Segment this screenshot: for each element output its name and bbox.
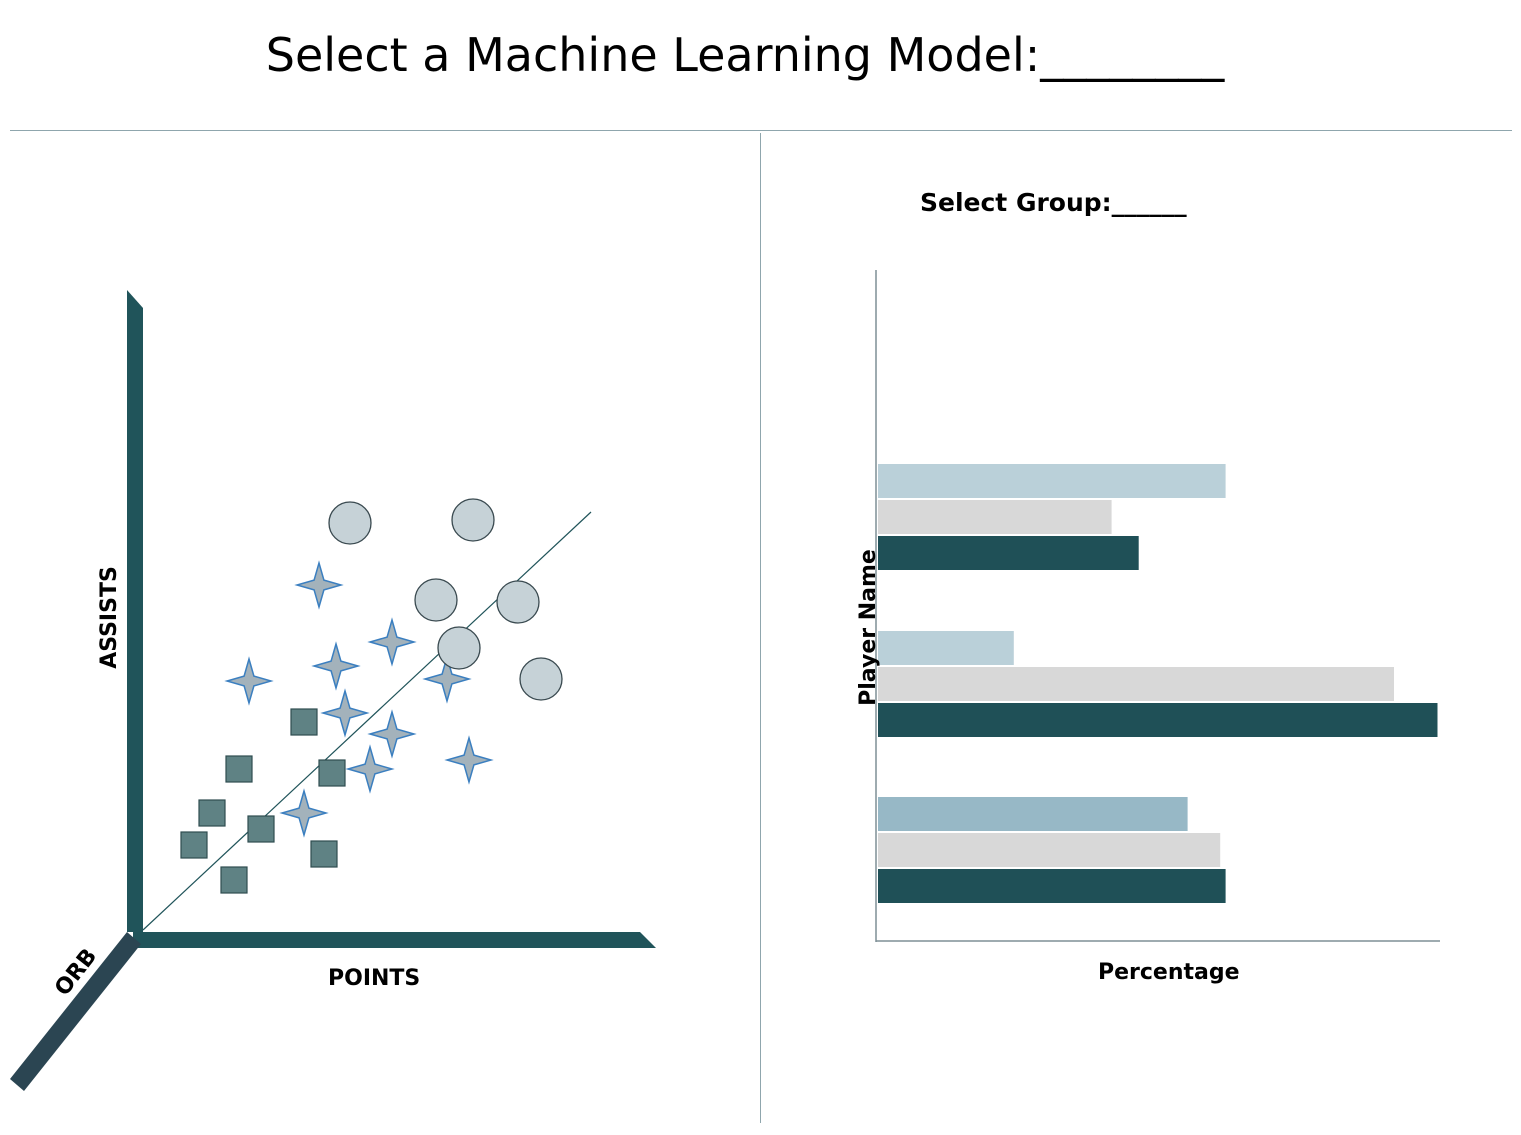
x-axis bbox=[133, 932, 656, 948]
star-point bbox=[367, 617, 417, 667]
circle-point bbox=[519, 657, 563, 701]
group-select-label[interactable]: Select Group:______ bbox=[920, 188, 1187, 217]
panel-divider bbox=[760, 133, 761, 1123]
star-point bbox=[279, 788, 329, 838]
star-point bbox=[311, 641, 361, 691]
square-point bbox=[180, 831, 208, 859]
bar-x-axis-label: Percentage bbox=[1098, 960, 1240, 985]
square-point bbox=[310, 840, 338, 868]
bar bbox=[878, 869, 1226, 903]
bar-y-axis-label: Player Name bbox=[855, 549, 881, 706]
square-point bbox=[225, 755, 253, 783]
circle-point bbox=[437, 626, 481, 670]
bar bbox=[878, 703, 1438, 737]
circle-point bbox=[451, 498, 495, 542]
star-point bbox=[422, 654, 472, 704]
bar bbox=[878, 464, 1226, 498]
bar bbox=[878, 797, 1188, 831]
star-point bbox=[345, 744, 395, 794]
bar bbox=[878, 631, 1014, 665]
star-point bbox=[294, 560, 344, 610]
bar bbox=[878, 833, 1221, 867]
x-axis-label: POINTS bbox=[328, 966, 421, 991]
square-point bbox=[198, 799, 226, 827]
square-point bbox=[220, 866, 248, 894]
circle-point bbox=[414, 578, 458, 622]
page-title: Select a Machine Learning Model:________ bbox=[265, 28, 1225, 82]
y-axis bbox=[127, 290, 143, 932]
title-divider bbox=[10, 130, 1512, 131]
star-point bbox=[367, 709, 417, 759]
star-point bbox=[320, 688, 370, 738]
circle-point bbox=[496, 580, 540, 624]
square-point bbox=[290, 708, 318, 736]
bar bbox=[878, 500, 1112, 534]
bar bbox=[878, 536, 1139, 570]
square-point bbox=[318, 759, 346, 787]
bar bbox=[878, 667, 1394, 701]
star-point bbox=[224, 656, 274, 706]
star-point bbox=[444, 735, 494, 785]
circle-point bbox=[328, 501, 372, 545]
square-point bbox=[247, 815, 275, 843]
z-axis bbox=[10, 932, 141, 1091]
